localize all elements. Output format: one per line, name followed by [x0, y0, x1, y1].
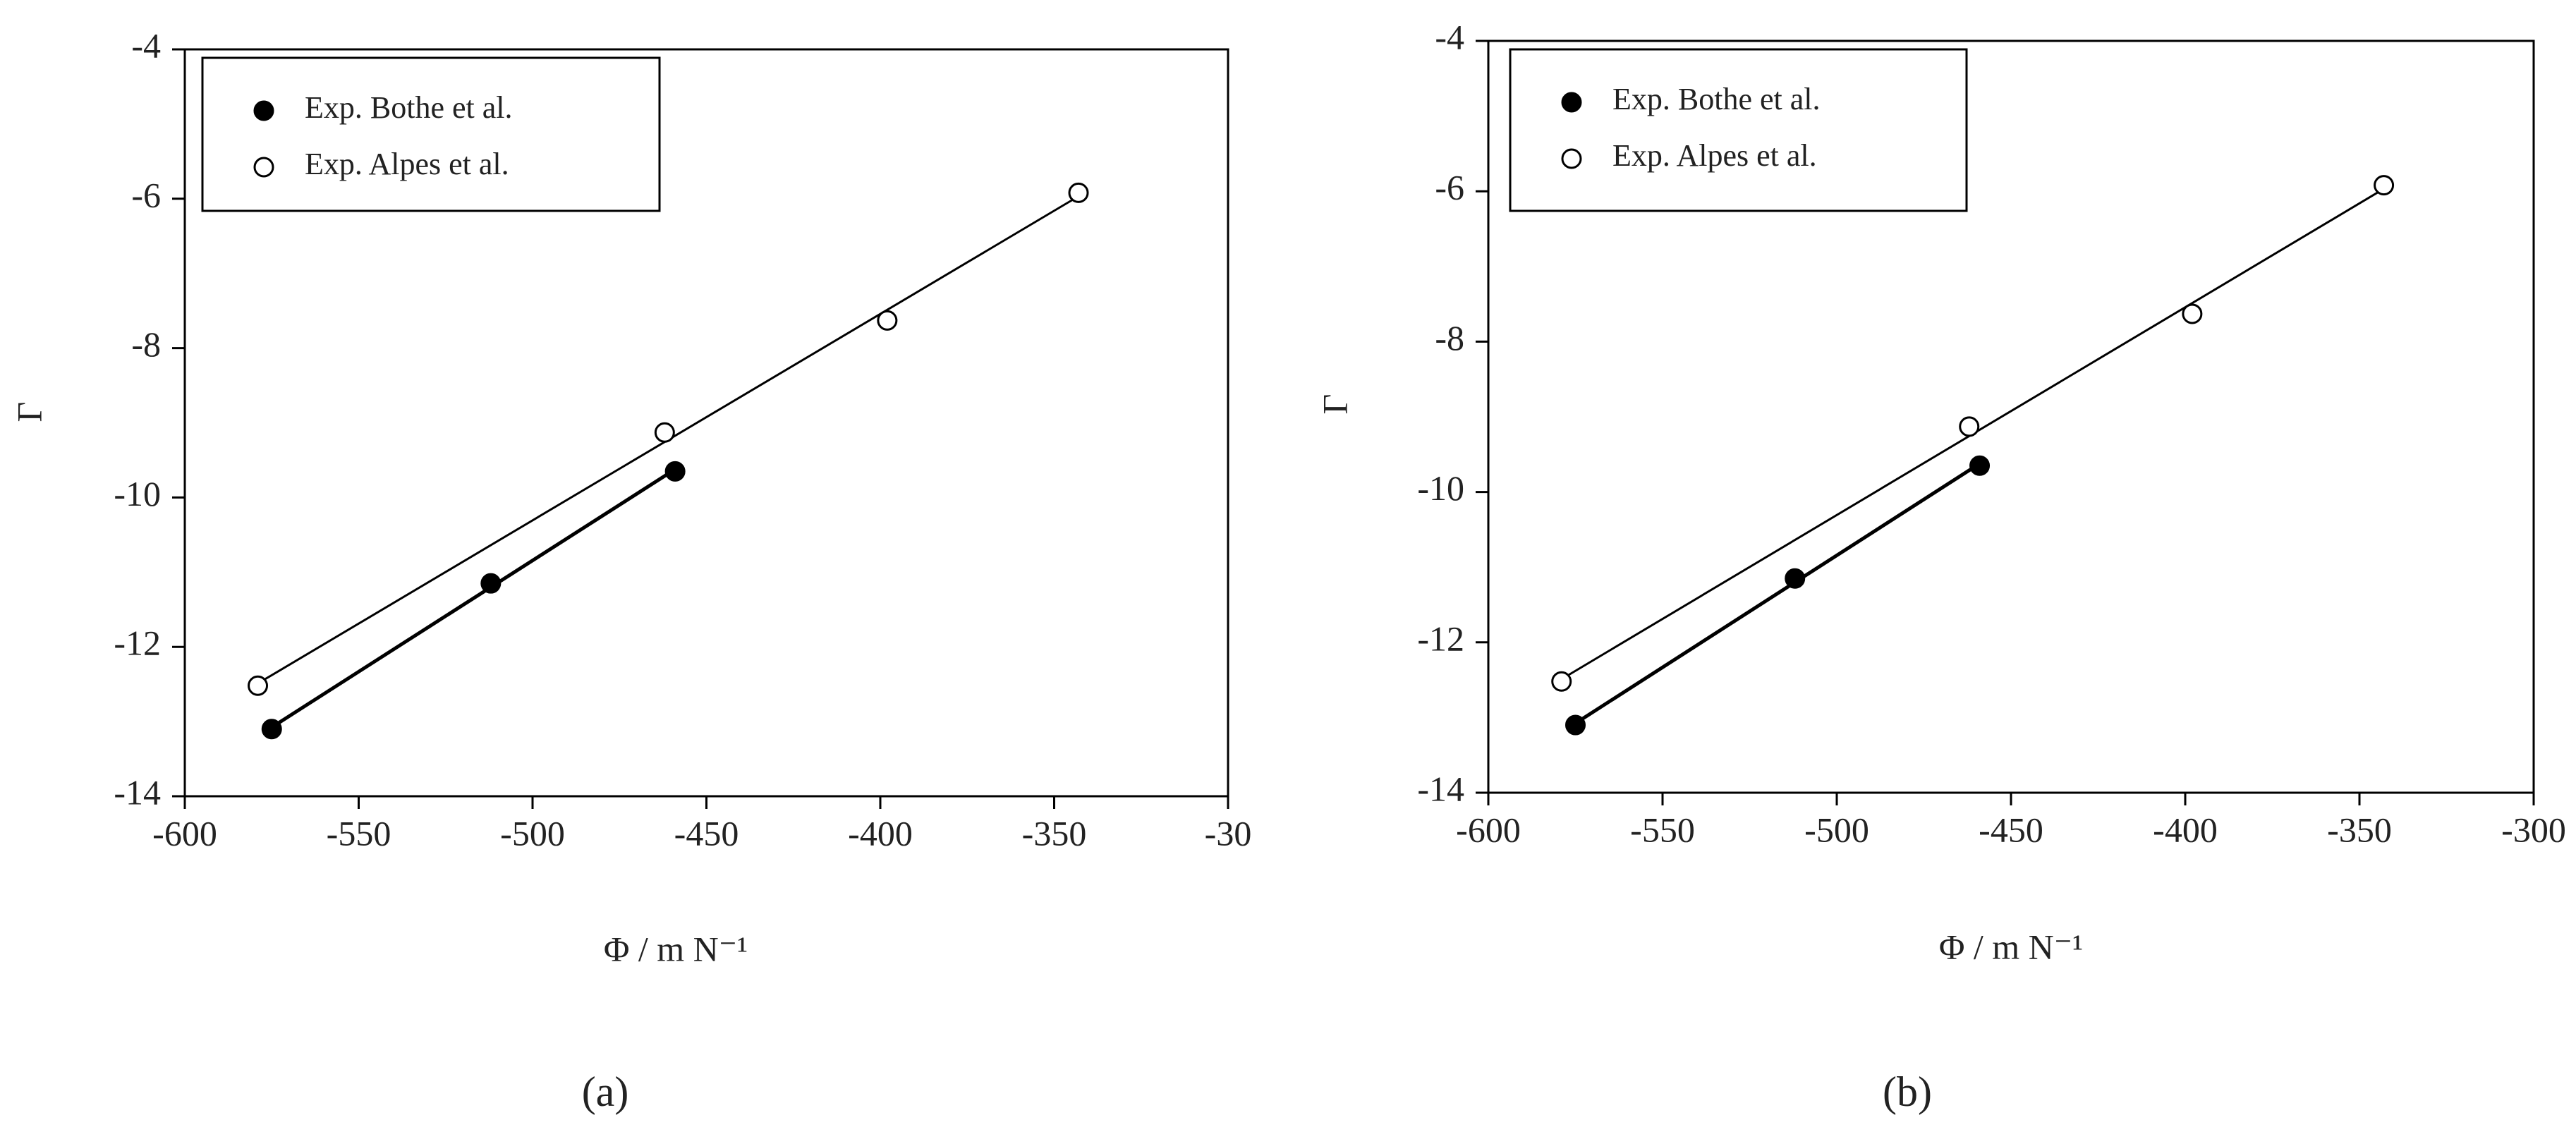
y-tick-label: -8: [1435, 318, 1464, 358]
legend-marker: [1561, 148, 1582, 169]
y-tick-label: -10: [1417, 468, 1464, 508]
x-tick-label: -350: [1022, 813, 1087, 853]
x-axis-label: Φ / m N⁻¹: [604, 929, 748, 968]
y-tick-label: -14: [1417, 769, 1464, 808]
x-tick-label: -450: [674, 813, 739, 853]
legend-box: [201, 56, 661, 212]
data-point: [261, 719, 282, 740]
data-point: [654, 422, 675, 443]
data-point: [2182, 303, 2203, 324]
x-axis-label: Φ / m N⁻¹: [1939, 927, 2083, 966]
data-point: [1068, 182, 1089, 203]
data-point: [2374, 175, 2395, 196]
y-tick-label: -6: [131, 175, 161, 214]
data-point: [877, 310, 898, 331]
y-tick-label: -8: [131, 324, 161, 364]
x-tick-label: -600: [1456, 810, 1521, 849]
panel-label: (a): [582, 1068, 629, 1115]
legend-marker: [253, 157, 274, 178]
data-point: [480, 573, 502, 594]
data-point: [1959, 416, 1980, 437]
y-tick-label: -4: [1435, 17, 1464, 56]
y-tick-label: -6: [1435, 168, 1464, 207]
data-point: [664, 461, 686, 482]
y-tick-label: -10: [114, 474, 161, 513]
y-tick-label: -4: [131, 25, 161, 65]
legend-label: Exp. Alpes et al.: [1612, 138, 1817, 173]
y-axis-label: Γ: [1315, 394, 1354, 415]
x-tick-label: -350: [2327, 810, 2392, 849]
x-tick-label: -30: [1205, 813, 1252, 853]
x-tick-label: -550: [1630, 810, 1695, 849]
y-tick-label: -14: [114, 772, 161, 812]
y-tick-label: -12: [114, 623, 161, 663]
panel-label: (b): [1883, 1068, 1932, 1115]
legend-box: [1509, 48, 1968, 212]
x-tick-label: -400: [848, 813, 913, 853]
data-point: [1969, 455, 1991, 476]
data-point: [1785, 568, 1806, 589]
x-tick-label: -400: [2153, 810, 2218, 849]
legend-label: Exp. Bothe et al.: [305, 90, 513, 125]
x-tick-label: -500: [500, 813, 565, 853]
x-tick-label: -600: [152, 813, 217, 853]
fit-line: [1574, 462, 1981, 725]
data-point: [1551, 671, 1572, 692]
y-tick-label: -12: [1417, 619, 1464, 658]
data-point: [1565, 714, 1586, 736]
legend-label: Exp. Alpes et al.: [305, 147, 509, 181]
legend-label: Exp. Bothe et al.: [1612, 82, 1821, 116]
y-axis-label: Γ: [9, 402, 49, 422]
x-tick-label: -300: [2501, 810, 2566, 849]
fit-line: [270, 468, 676, 729]
legend-marker: [1561, 92, 1582, 113]
x-tick-label: -450: [1979, 810, 2043, 849]
x-tick-label: -500: [1804, 810, 1869, 849]
data-point: [248, 675, 269, 696]
x-tick-label: -550: [327, 813, 391, 853]
legend-marker: [253, 100, 274, 121]
